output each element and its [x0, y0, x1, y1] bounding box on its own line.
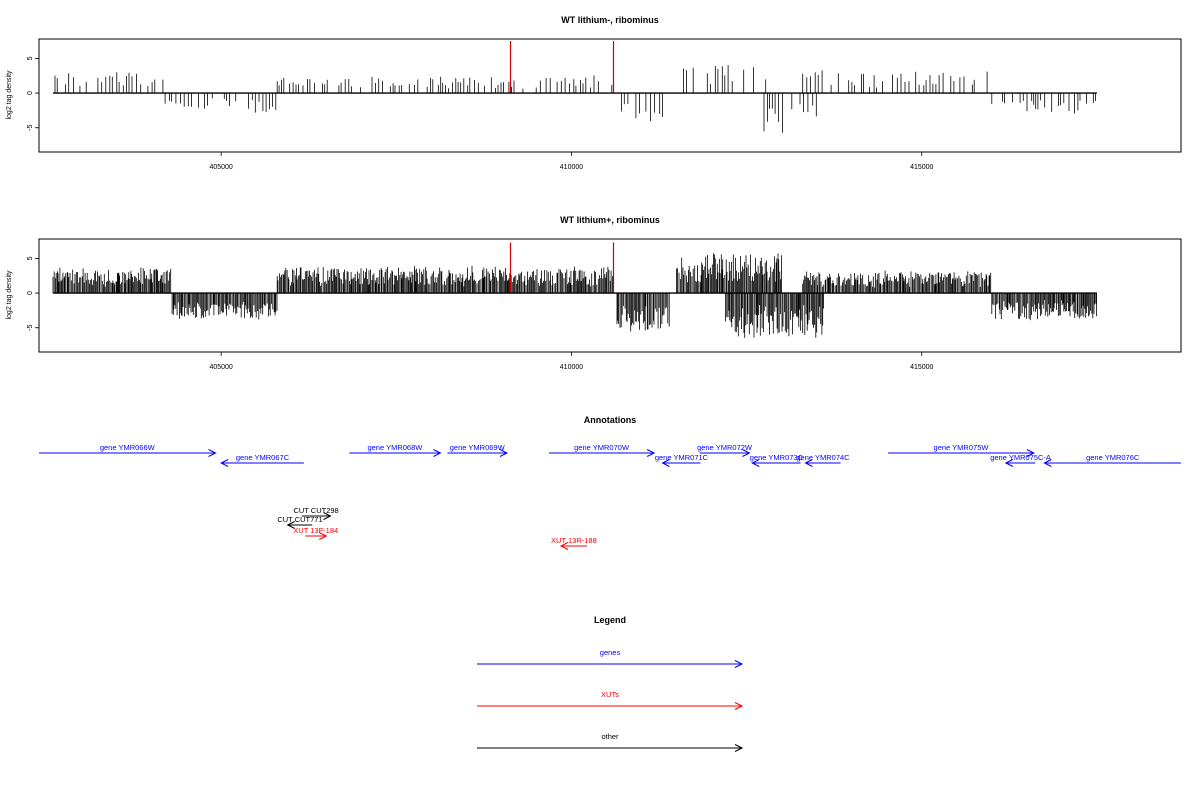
annotation-feature: gene YMR072W [697, 443, 753, 457]
legend-arrowhead [734, 702, 744, 710]
x-tick-label: 410000 [560, 164, 583, 171]
feature-arrowhead [804, 459, 813, 467]
feature-arrowhead [433, 449, 442, 457]
feature-arrowhead [661, 459, 670, 467]
feature-label: gene YMR076C [1086, 453, 1140, 462]
x-tick-label: 410000 [560, 364, 583, 371]
track-panel-lithium-minus: WT lithium-, ribominus log2 tag density … [6, 15, 1182, 171]
feature-label: gene YMR072W [697, 443, 753, 452]
plot-frame [38, 38, 1182, 153]
feature-arrowhead [751, 459, 760, 467]
x-tick-label: 405000 [209, 164, 232, 171]
annotation-features: gene YMR066W gene YMR067C gene YMR068W gene… [39, 443, 1181, 550]
legend: Legend genes XUTs other [477, 615, 744, 752]
feature-arrowhead [559, 542, 569, 550]
signal-bars [53, 41, 1097, 133]
y-axis-label: log2 tag density [6, 70, 13, 120]
legend-label: XUTs [601, 690, 619, 699]
annotation-feature: gene YMR075C-A [990, 453, 1051, 467]
feature-arrowhead [323, 512, 332, 520]
legend-item: other [477, 732, 744, 752]
panel-title: WT lithium+, ribominus [560, 215, 660, 225]
y-axis-label: log2 tag density [6, 270, 13, 320]
axes: -5 0 5 405000 410000 415000 [27, 256, 934, 371]
feature-label: CUT CUT771 [277, 515, 322, 524]
panel-title: WT lithium-, ribominus [561, 15, 659, 25]
feature-arrowhead [499, 449, 509, 457]
y-tick-label: 0 [27, 291, 34, 295]
x-tick-label: 405000 [209, 364, 232, 371]
legend-items: genes XUTs other [477, 648, 744, 752]
annotation-feature: XUT 13R-188 [551, 536, 597, 550]
annotation-feature: CUT CUT771 [277, 515, 323, 529]
legend-label: genes [600, 648, 621, 657]
annotation-feature: gene YMR066W [39, 443, 217, 457]
legend-title: Legend [594, 615, 626, 625]
annotations-title: Annotations [584, 415, 637, 425]
feature-label: gene YMR073C [750, 453, 804, 462]
legend-arrowhead [734, 744, 744, 752]
y-tick-label: 5 [27, 56, 34, 60]
annotation-feature: gene YMR076C [1043, 453, 1181, 467]
feature-arrowhead [1004, 459, 1014, 467]
annotation-feature: gene YMR071C [655, 453, 709, 467]
feature-label: CUT CUT298 [293, 506, 338, 515]
legend-item: XUTs [477, 690, 744, 710]
feature-arrowhead [220, 459, 229, 467]
track-panel-lithium-plus: WT lithium+, ribominus log2 tag density … [6, 215, 1182, 371]
axes: -5 0 5 405000 410000 415000 [27, 56, 934, 171]
y-tick-label: -5 [27, 325, 34, 331]
y-tick-label: -5 [27, 125, 34, 131]
annotation-feature: gene YMR068W [349, 443, 442, 457]
y-tick-label: 5 [27, 256, 34, 260]
y-tick-label: 0 [27, 91, 34, 95]
annotation-feature: gene YMR074C [796, 453, 850, 467]
x-tick-label: 415000 [910, 164, 933, 171]
feature-label: XUT 13F-184 [293, 526, 338, 535]
feature-label: gene YMR067C [236, 453, 290, 462]
annotation-feature: gene YMR075W [888, 443, 1035, 457]
feature-label: gene YMR071C [655, 453, 709, 462]
feature-label: gene YMR074C [796, 453, 850, 462]
annotation-feature: CUT CUT298 [293, 506, 339, 520]
signal-bars [52, 242, 1097, 338]
feature-label: gene YMR069W [450, 443, 506, 452]
feature-label: XUT 13R-188 [551, 536, 597, 545]
feature-arrowhead [742, 449, 751, 457]
feature-arrowhead [208, 449, 217, 457]
feature-arrowhead [1043, 459, 1052, 467]
feature-arrowhead [646, 449, 656, 457]
feature-label: gene YMR066W [100, 443, 156, 452]
annotation-feature: gene YMR070W [549, 443, 656, 457]
legend-arrowhead [734, 660, 744, 668]
feature-label: gene YMR070W [574, 443, 630, 452]
legend-item: genes [477, 648, 744, 668]
feature-arrowhead [1026, 449, 1035, 457]
x-tick-label: 415000 [910, 364, 933, 371]
feature-arrowhead [286, 521, 295, 529]
feature-label: gene YMR075W [934, 443, 990, 452]
annotation-feature: gene YMR073C [750, 453, 804, 467]
feature-label: gene YMR068W [367, 443, 423, 452]
feature-label: gene YMR075C-A [990, 453, 1051, 462]
annotation-feature: gene YMR069W [447, 443, 509, 457]
feature-arrowhead [319, 532, 328, 540]
annotation-feature: XUT 13F-184 [293, 526, 338, 540]
plot-frame [38, 238, 1182, 353]
legend-label: other [601, 732, 619, 741]
annotation-feature: gene YMR067C [220, 453, 304, 467]
